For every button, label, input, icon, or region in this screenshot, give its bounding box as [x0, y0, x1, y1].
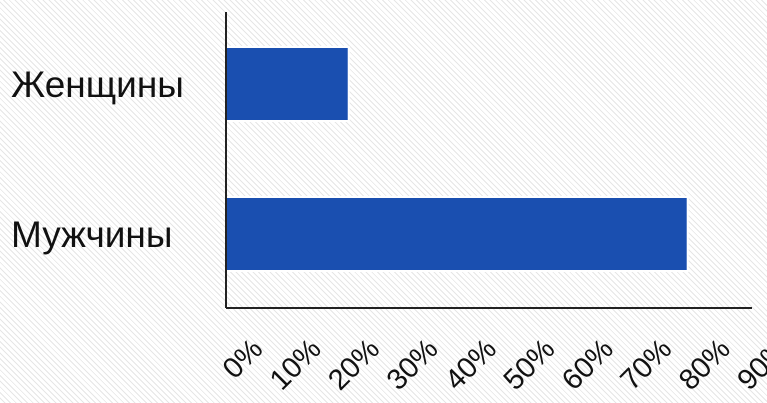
bar-1: [225, 46, 350, 122]
x-tick-label: 60%: [556, 333, 620, 397]
category-label-2: Мужчины: [11, 214, 172, 255]
x-tick-label: 20%: [322, 333, 386, 397]
x-tick-label: 80%: [673, 333, 737, 397]
category-label-1: Женщины: [11, 64, 184, 105]
bar-2: [225, 196, 689, 272]
x-tick-label: 70%: [615, 333, 679, 397]
x-tick-label: 10%: [264, 333, 328, 397]
x-tick-label: 30%: [381, 333, 445, 397]
x-tick-label: 0%: [217, 333, 269, 385]
x-tick-label: 40%: [439, 333, 503, 397]
x-tick-label: 90%: [731, 333, 767, 397]
x-tick-label: 50%: [498, 333, 562, 397]
